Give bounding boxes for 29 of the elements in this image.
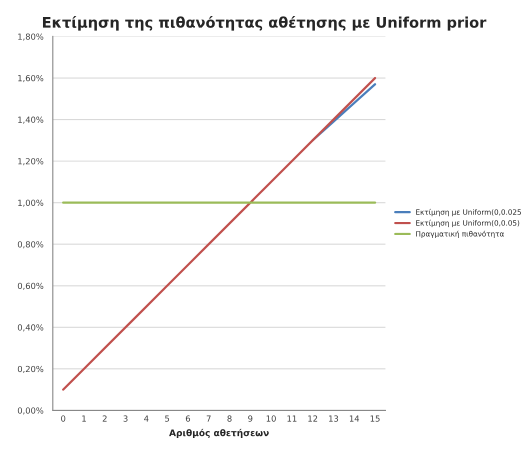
x-tick-label: 3 bbox=[124, 415, 128, 422]
y-tick-label: 1,40% bbox=[18, 116, 44, 124]
y-tick-label: 0,20% bbox=[18, 366, 44, 373]
x-tick-label: 4 bbox=[144, 416, 149, 422]
x-tick-label: 11 bbox=[288, 416, 296, 422]
chart-title: Εκτίμηση της πιθανότητας αθέτησης με Uniform prior bbox=[42, 16, 486, 31]
line-series bbox=[62, 76, 376, 391]
y-tick-label: 0,80% bbox=[18, 241, 44, 248]
y-tick-label: 1,80% bbox=[18, 33, 44, 41]
y-tick-label: 1,60% bbox=[18, 75, 44, 82]
x-tick-label: 8 bbox=[227, 415, 232, 422]
x-tick-label: 12 bbox=[308, 415, 318, 422]
x-tick-label: 9 bbox=[248, 415, 252, 422]
x-tick-label: 14 bbox=[350, 416, 360, 422]
x-tick-label: 7 bbox=[206, 416, 211, 422]
x-tick-label: 10 bbox=[266, 415, 276, 422]
x-tick-label: 6 bbox=[186, 415, 190, 422]
y-tick-label: 1,20% bbox=[18, 158, 44, 166]
x-tick-label: 5 bbox=[165, 416, 170, 422]
y-tick-label: 0,40% bbox=[18, 324, 44, 332]
y-tick-label: 0,60% bbox=[18, 282, 44, 290]
y-tick-label: 1,00% bbox=[18, 200, 44, 207]
x-tick-label: 0 bbox=[61, 415, 66, 422]
y-tick-label: 0,00% bbox=[18, 407, 44, 415]
x-tick-label: 13 bbox=[329, 415, 338, 422]
x-tick-label: 2 bbox=[102, 415, 107, 422]
x-axis-title: Αριθμός αθετήσεων bbox=[169, 428, 269, 438]
x-tick-label: 15 bbox=[370, 416, 380, 422]
x-tick-label: 1 bbox=[82, 416, 86, 422]
